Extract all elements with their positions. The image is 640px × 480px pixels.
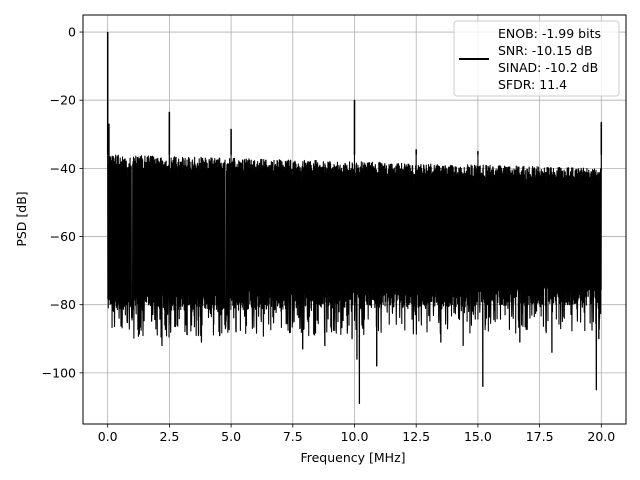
psd-series-line	[107, 32, 602, 405]
y-tick-label: −60	[50, 229, 76, 244]
y-axis-ticks: 0 −20 −40 −60 −80 −100	[42, 25, 83, 380]
x-tick-label: 10.0	[341, 429, 369, 444]
x-axis-label: Frequency [MHz]	[300, 450, 405, 465]
legend-entry-sfdr: SFDR: 11.4	[498, 77, 567, 92]
x-tick-label: 17.5	[526, 429, 554, 444]
plot-series	[106, 32, 603, 405]
legend-box	[453, 20, 620, 97]
x-tick-label: 7.5	[283, 429, 303, 444]
y-axis-label: PSD [dB]	[14, 191, 29, 246]
x-tick-label: 12.5	[402, 429, 430, 444]
y-tick-label: 0	[68, 25, 76, 40]
y-tick-label: −40	[50, 161, 76, 176]
y-tick-label: −20	[50, 93, 76, 108]
legend: ENOB: -1.99 bits SNR: -10.15 dB SINAD: -…	[453, 20, 620, 97]
y-tick-label: −100	[42, 365, 76, 380]
x-tick-label: 5.0	[221, 429, 241, 444]
x-tick-label: 20.0	[587, 429, 615, 444]
legend-entry-enob: ENOB: -1.99 bits	[498, 26, 601, 41]
x-axis-ticks: 0.0 2.5 5.0 7.5 10.0 12.5 15.0 17.5 20.0	[98, 424, 615, 444]
legend-entry-snr: SNR: -10.15 dB	[498, 43, 593, 58]
x-tick-label: 15.0	[464, 429, 492, 444]
x-tick-label: 0.0	[98, 429, 118, 444]
x-tick-label: 2.5	[159, 429, 179, 444]
y-tick-label: −80	[50, 297, 76, 312]
legend-entry-sinad: SINAD: -10.2 dB	[498, 60, 598, 75]
